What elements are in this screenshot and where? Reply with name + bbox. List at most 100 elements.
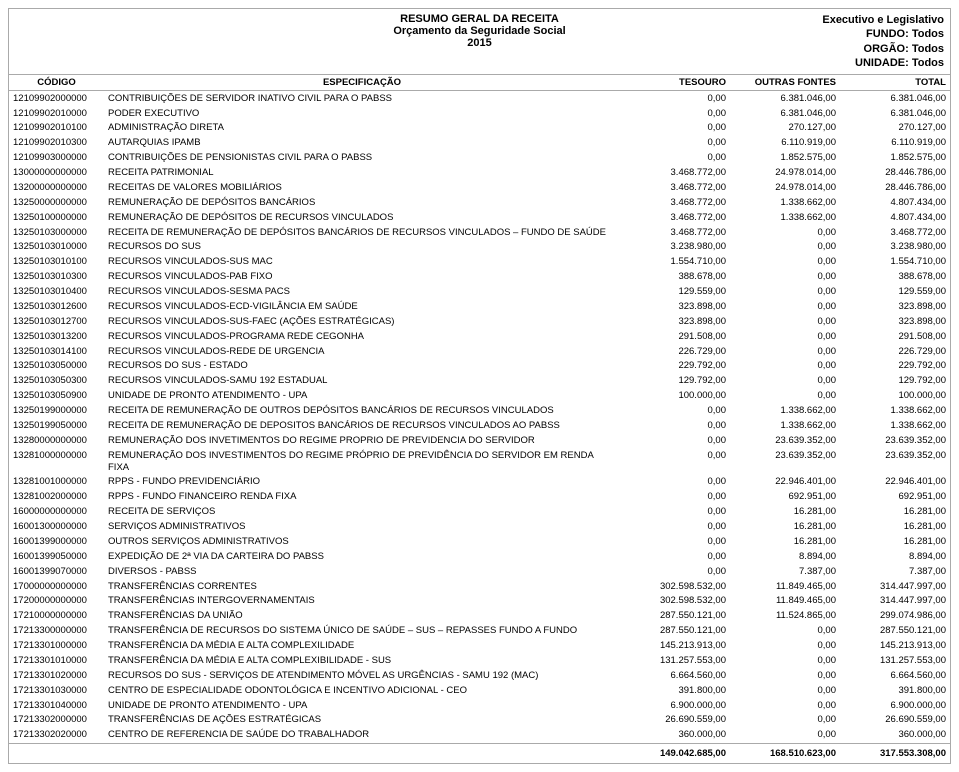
cell-outras: 0,00 bbox=[730, 374, 840, 389]
cell-espec: UNIDADE DE PRONTO ATENDIMENTO - UPA bbox=[104, 698, 620, 713]
cell-codigo: 17213301010000 bbox=[9, 653, 104, 668]
cell-codigo: 13250103012700 bbox=[9, 314, 104, 329]
cell-total: 1.338.662,00 bbox=[840, 404, 950, 419]
cell-outras: 1.338.662,00 bbox=[730, 195, 840, 210]
table-row: 17213301020000RECURSOS DO SUS - SERVIÇOS… bbox=[9, 668, 950, 683]
totals-total: 317.553.308,00 bbox=[840, 743, 950, 763]
cell-outras: 0,00 bbox=[730, 639, 840, 654]
cell-total: 6.381.046,00 bbox=[840, 91, 950, 106]
cell-tesouro: 0,00 bbox=[620, 136, 730, 151]
cell-tesouro: 0,00 bbox=[620, 106, 730, 121]
cell-espec: ADMINISTRAÇÃO DIRETA bbox=[104, 121, 620, 136]
cell-codigo: 17213302020000 bbox=[9, 728, 104, 743]
cell-total: 8.894,00 bbox=[840, 549, 950, 564]
cell-codigo: 16001399050000 bbox=[9, 549, 104, 564]
cell-tesouro: 3.468.772,00 bbox=[620, 210, 730, 225]
cell-codigo: 12109903000000 bbox=[9, 151, 104, 166]
table-row: 12109902000000CONTRIBUIÇÕES DE SERVIDOR … bbox=[9, 91, 950, 106]
cell-total: 145.213.913,00 bbox=[840, 639, 950, 654]
table-row: 13250103050900UNIDADE DE PRONTO ATENDIME… bbox=[9, 389, 950, 404]
cell-total: 6.900.000,00 bbox=[840, 698, 950, 713]
cell-outras: 11.524.865,00 bbox=[730, 609, 840, 624]
table-row: 13250103000000RECEITA DE REMUNERAÇÃO DE … bbox=[9, 225, 950, 240]
cell-outras: 0,00 bbox=[730, 255, 840, 270]
cell-total: 129.559,00 bbox=[840, 285, 950, 300]
cell-total: 28.446.786,00 bbox=[840, 180, 950, 195]
col-tesouro: TESOURO bbox=[620, 75, 730, 91]
cell-total: 323.898,00 bbox=[840, 314, 950, 329]
cell-total: 1.852.575,00 bbox=[840, 151, 950, 166]
table-row: 12109902010300AUTARQUIAS IPAMB0,006.110.… bbox=[9, 136, 950, 151]
cell-total: 1.554.710,00 bbox=[840, 255, 950, 270]
cell-codigo: 13250103010000 bbox=[9, 240, 104, 255]
cell-espec: RECURSOS VINCULADOS-SUS-FAEC (AÇÕES ESTR… bbox=[104, 314, 620, 329]
cell-total: 16.281,00 bbox=[840, 534, 950, 549]
cell-codigo: 16001399000000 bbox=[9, 534, 104, 549]
cell-codigo: 17213302000000 bbox=[9, 713, 104, 728]
cell-total: 287.550.121,00 bbox=[840, 624, 950, 639]
cell-total: 391.800,00 bbox=[840, 683, 950, 698]
table-row: 17200000000000TRANSFERÊNCIAS INTERGOVERN… bbox=[9, 594, 950, 609]
cell-tesouro: 129.792,00 bbox=[620, 374, 730, 389]
cell-outras: 0,00 bbox=[730, 299, 840, 314]
cell-total: 23.639.352,00 bbox=[840, 448, 950, 475]
cell-total: 291.508,00 bbox=[840, 329, 950, 344]
cell-codigo: 13250199000000 bbox=[9, 404, 104, 419]
cell-codigo: 13250103000000 bbox=[9, 225, 104, 240]
cell-codigo: 12109902010000 bbox=[9, 106, 104, 121]
cell-total: 6.664.560,00 bbox=[840, 668, 950, 683]
header-left bbox=[15, 13, 325, 70]
col-codigo: CÓDIGO bbox=[9, 75, 104, 91]
cell-espec: CONTRIBUIÇÕES DE PENSIONISTAS CIVIL PARA… bbox=[104, 151, 620, 166]
cell-outras: 1.338.662,00 bbox=[730, 404, 840, 419]
cell-tesouro: 0,00 bbox=[620, 121, 730, 136]
cell-espec: CONTRIBUIÇÕES DE SERVIDOR INATIVO CIVIL … bbox=[104, 91, 620, 106]
cell-tesouro: 0,00 bbox=[620, 151, 730, 166]
table-row: 17000000000000TRANSFERÊNCIAS CORRENTES30… bbox=[9, 579, 950, 594]
table-row: 13000000000000RECEITA PATRIMONIAL3.468.7… bbox=[9, 166, 950, 181]
cell-espec: REMUNERAÇÃO DE DEPÓSITOS DE RECURSOS VIN… bbox=[104, 210, 620, 225]
header-center: RESUMO GERAL DA RECEITA Orçamento da Seg… bbox=[325, 13, 635, 70]
cell-total: 229.792,00 bbox=[840, 359, 950, 374]
cell-outras: 0,00 bbox=[730, 653, 840, 668]
title-year: 2015 bbox=[325, 37, 635, 49]
totals-blank-2 bbox=[104, 743, 620, 763]
cell-espec: TRANSFERÊNCIAS DA UNIÃO bbox=[104, 609, 620, 624]
cell-outras: 0,00 bbox=[730, 314, 840, 329]
cell-espec: RECURSOS VINCULADOS-SUS MAC bbox=[104, 255, 620, 270]
cell-total: 388.678,00 bbox=[840, 270, 950, 285]
totals-row: 149.042.685,00 168.510.623,00 317.553.30… bbox=[9, 743, 950, 763]
cell-tesouro: 3.238.980,00 bbox=[620, 240, 730, 255]
cell-espec: TRANSFERÊNCIAS CORRENTES bbox=[104, 579, 620, 594]
cell-codigo: 13250103050900 bbox=[9, 389, 104, 404]
cell-total: 129.792,00 bbox=[840, 374, 950, 389]
table-row: 17213301030000CENTRO DE ESPECIALIDADE OD… bbox=[9, 683, 950, 698]
cell-total: 314.447.997,00 bbox=[840, 594, 950, 609]
cell-codigo: 13200000000000 bbox=[9, 180, 104, 195]
cell-espec: RECEITAS DE VALORES MOBILIÁRIOS bbox=[104, 180, 620, 195]
cell-espec: RECURSOS DO SUS bbox=[104, 240, 620, 255]
totals-blank-1 bbox=[9, 743, 104, 763]
cell-codigo: 16001399070000 bbox=[9, 564, 104, 579]
cell-outras: 16.281,00 bbox=[730, 534, 840, 549]
cell-outras: 0,00 bbox=[730, 668, 840, 683]
col-espec: ESPECIFICAÇÃO bbox=[104, 75, 620, 91]
report-page: RESUMO GERAL DA RECEITA Orçamento da Seg… bbox=[8, 8, 951, 764]
cell-outras: 0,00 bbox=[730, 240, 840, 255]
cell-espec: TRANSFERÊNCIAS INTERGOVERNAMENTAIS bbox=[104, 594, 620, 609]
table-row: 13250103012600RECURSOS VINCULADOS-ECD-VI… bbox=[9, 299, 950, 314]
header-right: Executivo e Legislativo FUNDO: Todos ORG… bbox=[634, 13, 944, 70]
cell-tesouro: 1.554.710,00 bbox=[620, 255, 730, 270]
table-row: 13250103012700RECURSOS VINCULADOS-SUS-FA… bbox=[9, 314, 950, 329]
cell-outras: 0,00 bbox=[730, 728, 840, 743]
cell-outras: 11.849.465,00 bbox=[730, 579, 840, 594]
cell-tesouro: 0,00 bbox=[620, 91, 730, 106]
cell-total: 314.447.997,00 bbox=[840, 579, 950, 594]
cell-total: 28.446.786,00 bbox=[840, 166, 950, 181]
cell-espec: DIVERSOS - PABSS bbox=[104, 564, 620, 579]
cell-outras: 270.127,00 bbox=[730, 121, 840, 136]
cell-outras: 7.387,00 bbox=[730, 564, 840, 579]
cell-codigo: 17213301030000 bbox=[9, 683, 104, 698]
cell-codigo: 13281000000000 bbox=[9, 448, 104, 475]
cell-tesouro: 6.664.560,00 bbox=[620, 668, 730, 683]
